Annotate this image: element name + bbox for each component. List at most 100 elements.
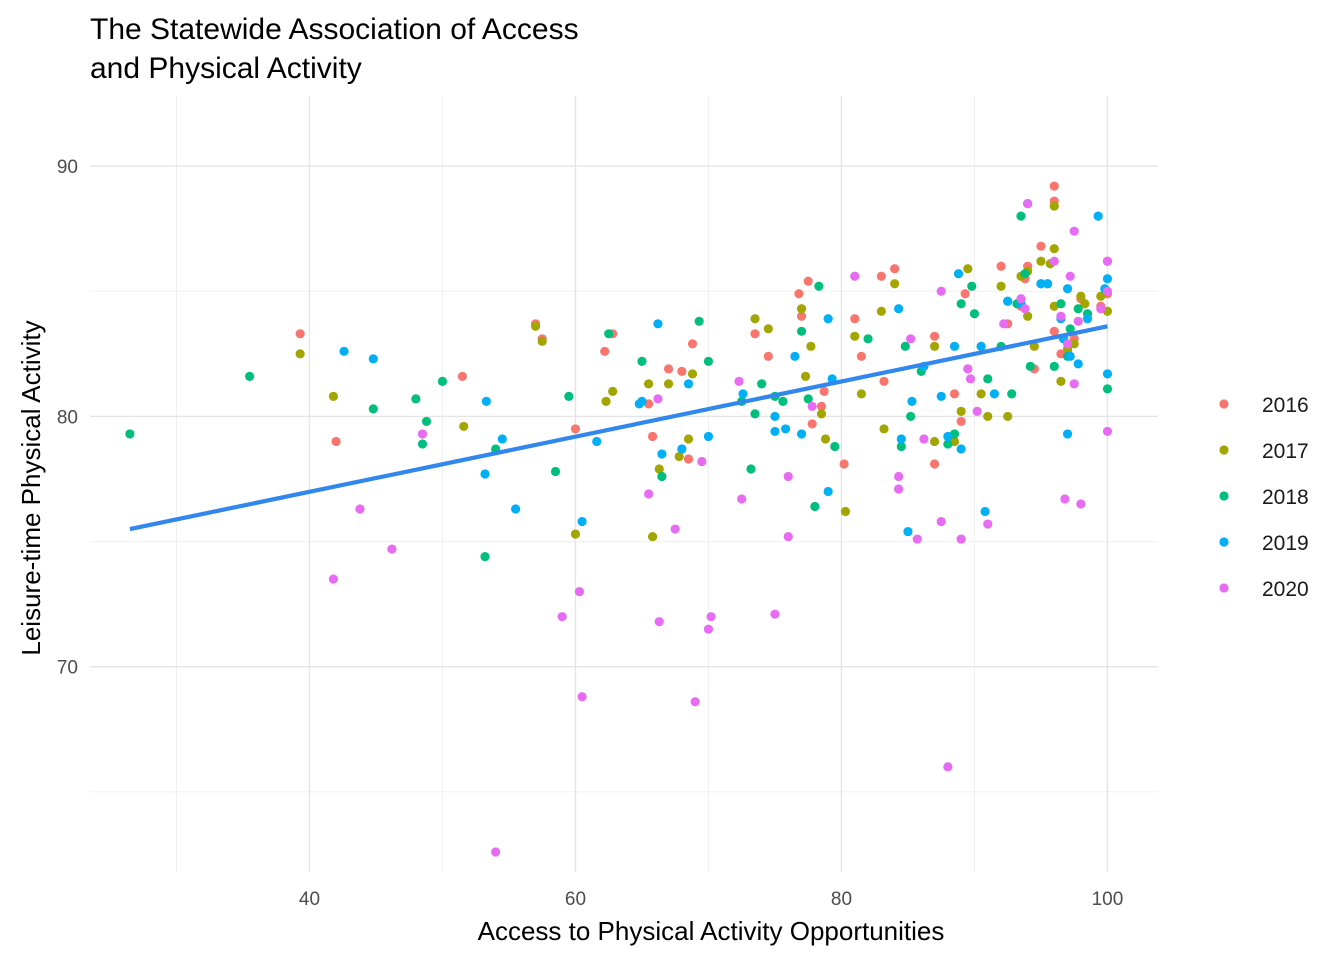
x-axis-title: Access to Physical Activity Opportunitie… xyxy=(478,916,945,946)
data-point-2020 xyxy=(972,406,982,417)
data-point-2020 xyxy=(983,519,993,529)
data-point-2018 xyxy=(245,371,255,381)
data-point-2020 xyxy=(1102,256,1113,266)
data-point-2018 xyxy=(778,396,788,406)
data-point-2019 xyxy=(989,389,1000,399)
data-point-2016 xyxy=(850,314,860,324)
data-point-2019 xyxy=(894,304,904,314)
data-point-2017 xyxy=(459,421,469,432)
data-point-2020 xyxy=(1102,426,1113,437)
data-point-2020 xyxy=(1069,379,1079,389)
data-point-2020 xyxy=(1076,499,1086,509)
data-points xyxy=(125,181,1113,857)
y-tick-label: 80 xyxy=(57,407,78,428)
data-point-2017 xyxy=(1049,244,1059,254)
data-point-2017 xyxy=(1003,411,1013,422)
data-point-2020 xyxy=(653,394,663,404)
legend-label-2016: 2016 xyxy=(1262,394,1309,417)
data-point-2020 xyxy=(1062,339,1073,349)
data-point-2017 xyxy=(1096,291,1106,301)
data-point-2019 xyxy=(1043,279,1053,289)
data-point-2020 xyxy=(387,544,397,554)
trend-line xyxy=(129,324,1108,532)
data-point-2017 xyxy=(850,331,860,341)
data-point-2020 xyxy=(737,494,747,504)
data-point-2018 xyxy=(983,374,993,384)
data-point-2016 xyxy=(839,459,849,469)
legend-label-2018: 2018 xyxy=(1262,486,1309,509)
data-point-2019 xyxy=(657,449,667,459)
data-point-2016 xyxy=(807,419,817,429)
data-point-2017 xyxy=(1069,339,1079,349)
data-point-2016 xyxy=(600,346,610,356)
data-point-2016 xyxy=(856,351,867,361)
data-point-2019 xyxy=(703,431,714,442)
data-point-2020 xyxy=(654,617,664,627)
data-point-2016 xyxy=(876,271,886,281)
data-point-2018 xyxy=(896,441,906,452)
data-point-2019 xyxy=(790,351,800,361)
data-point-2018 xyxy=(1102,384,1113,394)
data-point-2017 xyxy=(816,409,827,419)
data-point-2020 xyxy=(577,692,587,702)
data-point-2020 xyxy=(644,489,654,499)
data-point-2018 xyxy=(906,411,916,422)
data-point-2018 xyxy=(750,409,760,419)
data-point-2017 xyxy=(929,341,940,351)
data-point-2016 xyxy=(331,436,341,447)
data-point-2017 xyxy=(608,386,618,396)
data-point-2020 xyxy=(894,471,904,482)
data-point-2017 xyxy=(806,341,816,351)
data-point-2020 xyxy=(850,271,860,281)
data-point-2019 xyxy=(1065,351,1075,361)
data-point-2017 xyxy=(663,379,674,389)
x-tick-label: 80 xyxy=(831,889,852,910)
data-point-2020 xyxy=(1065,271,1075,281)
data-point-2020 xyxy=(936,286,946,296)
data-point-2016 xyxy=(819,386,829,396)
data-point-2016 xyxy=(996,261,1006,271)
data-point-2016 xyxy=(663,364,674,374)
data-point-2018 xyxy=(1065,324,1075,334)
data-point-2017 xyxy=(976,389,986,399)
data-point-2019 xyxy=(1093,211,1103,221)
data-point-2018 xyxy=(900,341,910,351)
data-point-2017 xyxy=(963,264,973,274)
data-point-2017 xyxy=(295,349,305,359)
data-point-2020 xyxy=(355,504,365,514)
data-point-2017 xyxy=(890,279,900,289)
data-point-2017 xyxy=(1056,376,1066,386)
data-point-2019 xyxy=(339,346,349,356)
y-axis-title: Leisure-time Physical Activity xyxy=(16,320,46,655)
x-tick-label: 100 xyxy=(1092,889,1124,910)
data-point-2018 xyxy=(967,281,977,291)
data-point-2020 xyxy=(328,574,338,584)
data-point-2016 xyxy=(816,401,827,411)
data-point-2018 xyxy=(417,439,428,449)
data-point-2019 xyxy=(1003,296,1013,306)
data-point-2020 xyxy=(956,534,966,544)
data-point-2016 xyxy=(890,264,900,274)
data-point-2017 xyxy=(601,396,611,406)
data-point-2017 xyxy=(674,451,684,462)
data-point-2018 xyxy=(703,356,714,366)
data-point-2020 xyxy=(919,434,929,444)
data-point-2019 xyxy=(907,396,917,406)
data-point-2019 xyxy=(1102,274,1113,284)
data-point-2016 xyxy=(960,289,970,299)
data-point-2020 xyxy=(706,612,716,622)
axis-labels: 40 60 80 100 70 80 90 Access to Physical Activi… xyxy=(16,157,1123,946)
data-point-2017 xyxy=(996,281,1006,291)
data-point-2017 xyxy=(1023,311,1033,321)
data-point-2017 xyxy=(647,531,658,542)
grid-lines xyxy=(90,96,1158,872)
data-point-2020 xyxy=(670,524,680,534)
data-point-2018 xyxy=(830,441,840,452)
data-point-2019 xyxy=(1062,284,1073,294)
data-point-2020 xyxy=(1096,304,1106,314)
data-point-2020 xyxy=(783,471,793,482)
data-point-2017 xyxy=(570,529,581,539)
data-point-2019 xyxy=(511,504,521,514)
data-point-2018 xyxy=(694,316,704,326)
data-point-2019 xyxy=(1073,359,1083,369)
